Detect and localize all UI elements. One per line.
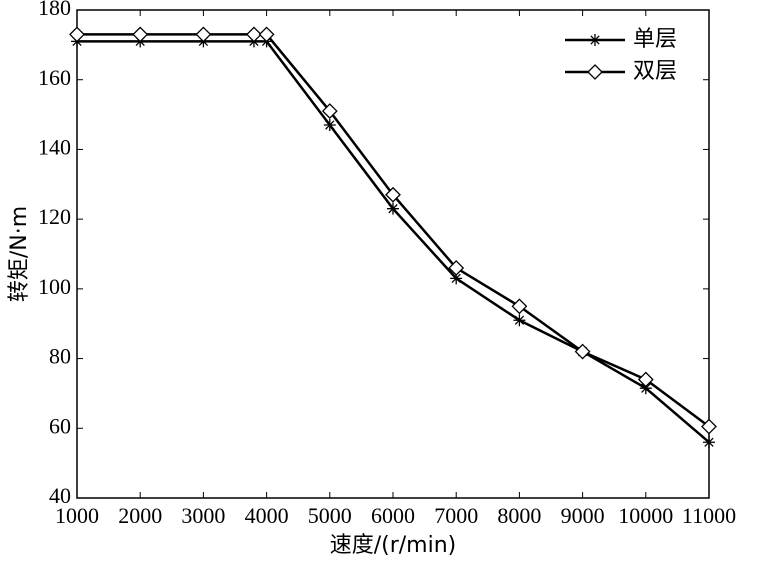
marker-asterisk — [450, 272, 463, 285]
marker-diamond — [701, 418, 717, 435]
x-axis-label: 速度/(r/min) — [330, 533, 457, 558]
marker-asterisk — [513, 314, 526, 327]
marker-diamond — [385, 186, 401, 203]
legend-label: 双层 — [633, 59, 677, 84]
marker-diamond — [258, 26, 275, 43]
marker-diamond — [448, 260, 465, 276]
x-tick-label: 2000 — [118, 503, 162, 528]
y-tick-label: 40 — [49, 483, 71, 508]
x-tick-label: 10000 — [618, 503, 673, 528]
x-tick-label: 5000 — [308, 503, 352, 528]
y-axis-label: 转矩/N·m — [7, 206, 32, 302]
marker-diamond — [132, 26, 149, 43]
marker-asterisk — [639, 382, 652, 395]
marker-diamond — [511, 298, 528, 315]
marker-diamond — [195, 26, 212, 43]
x-tick-label: 1000 — [55, 503, 99, 528]
marker-asterisk — [589, 34, 601, 46]
x-tick-label: 3000 — [181, 503, 225, 528]
marker-diamond — [321, 103, 338, 120]
marker-asterisk — [387, 202, 399, 215]
marker-diamond — [637, 371, 654, 388]
y-tick-label: 140 — [38, 134, 71, 159]
x-tick-label: 8000 — [497, 503, 541, 528]
marker-diamond — [587, 64, 603, 80]
marker-diamond — [574, 343, 591, 360]
x-tick-label: 6000 — [371, 503, 415, 528]
marker-diamond — [246, 26, 262, 43]
marker-diamond — [69, 26, 85, 43]
marker-asterisk — [703, 436, 715, 449]
y-tick-label: 180 — [38, 0, 71, 20]
series-line — [77, 40, 710, 444]
x-tick-label: 9000 — [561, 503, 605, 528]
y-tick-label: 80 — [49, 344, 71, 369]
legend-label: 单层 — [633, 27, 677, 52]
plot-frame — [76, 9, 710, 499]
y-tick-label: 60 — [49, 413, 71, 438]
y-tick-label: 120 — [38, 204, 71, 229]
marker-asterisk — [323, 119, 336, 132]
y-tick-label: 100 — [38, 274, 71, 299]
x-tick-label: 11000 — [682, 503, 736, 528]
x-tick-label: 7000 — [434, 503, 478, 528]
x-tick-label: 4000 — [245, 503, 289, 528]
y-tick-label: 160 — [38, 65, 71, 90]
series-line — [77, 33, 710, 428]
